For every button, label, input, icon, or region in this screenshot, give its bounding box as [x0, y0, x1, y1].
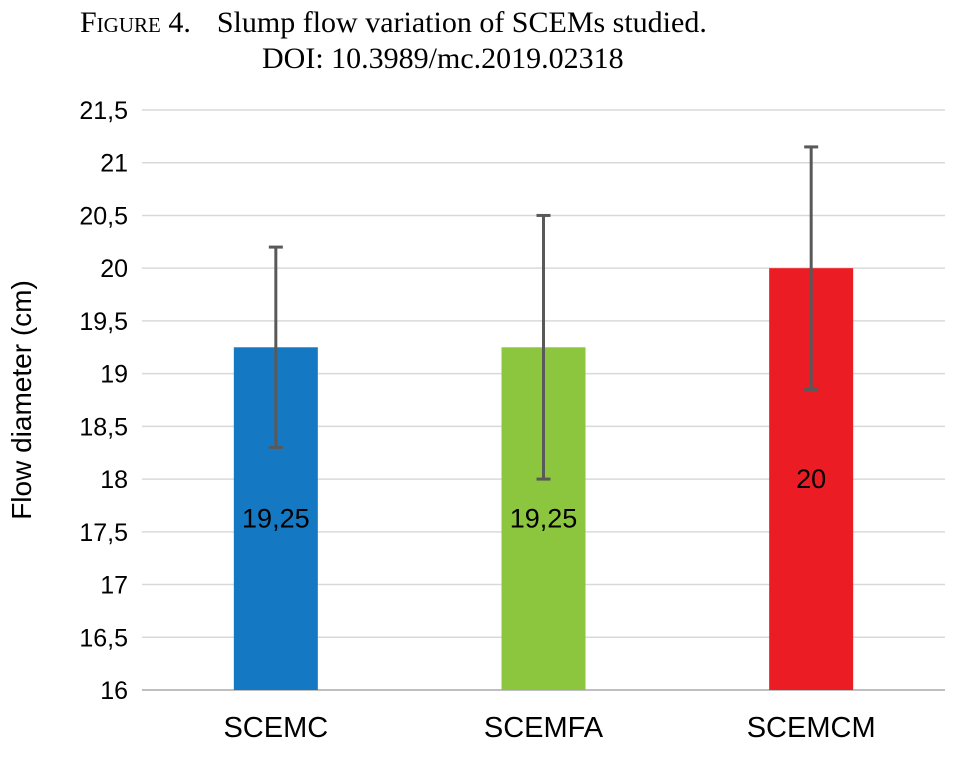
figure-title: Slump flow variation of SCEMs studied.	[216, 6, 707, 39]
data-labels: 19,25 19,25 20	[242, 464, 826, 534]
y-tick-label: 19,5	[79, 308, 128, 336]
x-axis-categories: SCEMC SCEMFA SCEMCM	[223, 712, 875, 744]
data-label: 20	[796, 464, 826, 494]
y-axis-ticks: 16 16,5 17 17,5 18 18,5 19 19,5 20 20,5 21 21,5	[79, 97, 128, 705]
y-tick-label: 17	[100, 572, 128, 600]
y-tick-label: 18,5	[79, 413, 128, 441]
y-tick-label: 19	[100, 361, 128, 389]
y-tick-label: 20,5	[79, 202, 128, 230]
y-tick-label: 16	[100, 677, 128, 705]
x-tick-label: SCEMFA	[484, 712, 604, 744]
y-tick-label: 18	[100, 466, 128, 494]
y-tick-label: 21,5	[79, 97, 128, 125]
x-tick-label: SCEMCM	[747, 712, 876, 744]
figure-label: Figure 4.	[80, 6, 191, 39]
data-label: 19,25	[242, 504, 310, 534]
y-tick-label: 16,5	[79, 624, 128, 652]
figure-doi: DOI: 10.3989/mc.2019.02318	[262, 42, 624, 75]
y-tick-label: 17,5	[79, 519, 128, 547]
data-label: 19,25	[510, 504, 578, 534]
caption-line-1: Figure 4. Slump flow variation of SCEMs s…	[80, 6, 707, 40]
x-tick-label: SCEMC	[223, 712, 328, 744]
bars	[233, 268, 854, 690]
y-tick-label: 21	[100, 150, 128, 178]
error-bars	[268, 145, 819, 481]
y-tick-label: 20	[100, 255, 128, 283]
y-axis-label: Flow diameter (cm)	[6, 280, 37, 520]
